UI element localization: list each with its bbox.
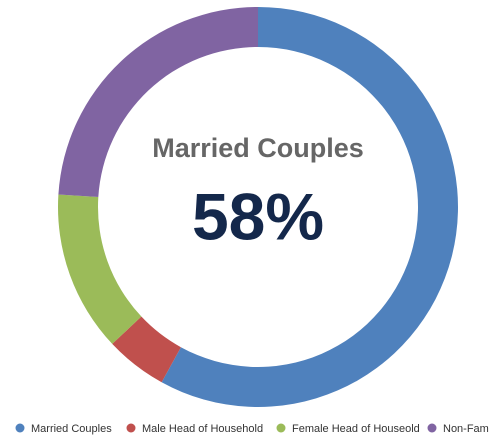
legend-swatch: [15, 423, 25, 433]
legend-swatch: [276, 423, 286, 433]
donut-segment: [112, 316, 181, 383]
legend-swatch: [126, 423, 136, 433]
legend-swatch: [427, 423, 437, 433]
donut-segment: [58, 7, 258, 197]
center-label: Married Couples: [152, 133, 364, 163]
legend-label: Non-Fam: [443, 423, 489, 435]
legend: Married Couples Male Head of Household Fem…: [15, 423, 489, 435]
donut-segment: [161, 7, 458, 407]
legend-label: Female Head of Houseold: [292, 423, 420, 435]
center-value: 58%: [192, 179, 324, 253]
donut-segment: [57, 194, 142, 344]
legend-label: Married Couples: [31, 423, 112, 435]
donut: [57, 7, 458, 407]
legend-label: Male Head of Household: [142, 423, 263, 435]
